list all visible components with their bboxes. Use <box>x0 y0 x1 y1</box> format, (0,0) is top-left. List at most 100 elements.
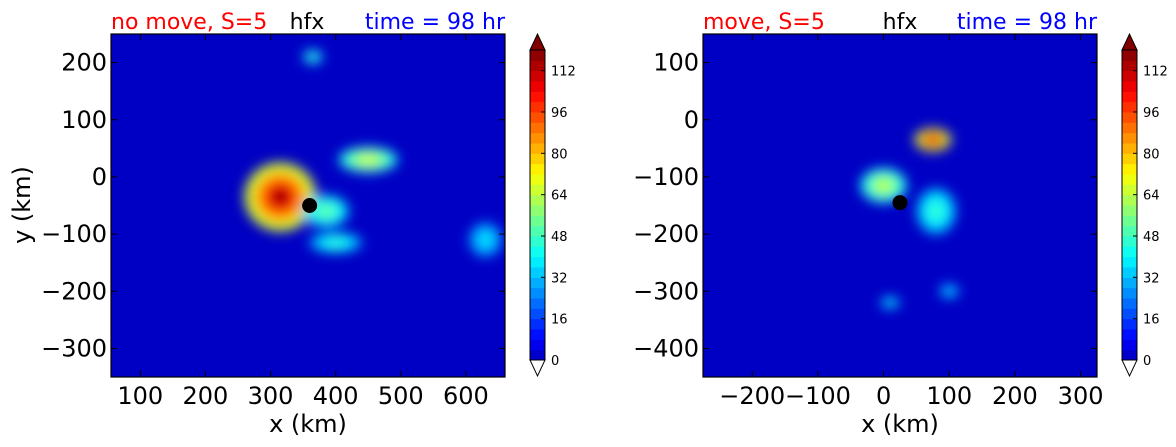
flux-feature <box>329 240 343 246</box>
colorbar-tick-label: 80 <box>1143 147 1160 162</box>
colorbar-level <box>1122 50 1137 61</box>
colorbar-tick-label: 48 <box>551 230 568 245</box>
colorbar-level <box>1122 70 1137 82</box>
x-tick-label: 600 <box>443 382 489 410</box>
colorbar-level <box>530 339 545 351</box>
colorbar-level <box>1122 339 1137 351</box>
colorbar-level <box>530 246 545 258</box>
colorbar-level <box>1122 81 1137 92</box>
colorbar-level <box>1122 318 1137 330</box>
x-tick-label: −200 <box>719 382 785 410</box>
colorbar-left: 0 16 32 48 64 80 96 112 <box>529 32 576 378</box>
colorbar-tick-label: 80 <box>551 147 568 162</box>
flux-feature <box>887 301 893 305</box>
y-tick-label: 0 <box>684 106 699 134</box>
colorbar-level <box>530 101 545 113</box>
colorbar-right: 0 16 32 48 64 80 96 112 <box>1121 32 1168 378</box>
colorbar-level <box>530 318 545 330</box>
panel-title-right: time = 98 hr <box>365 10 506 35</box>
colorbar-level <box>530 225 545 237</box>
y-tick-label: −300 <box>41 334 107 362</box>
colorbar-level <box>1122 308 1137 320</box>
x-tick-label: 200 <box>992 382 1038 410</box>
colorbar-level <box>530 81 545 92</box>
x-tick-label: 500 <box>378 382 424 410</box>
colorbar-level <box>1122 60 1137 72</box>
y-tick-label: −300 <box>633 277 699 305</box>
panel-title-right: time = 98 hr <box>957 10 1098 35</box>
flux-feature <box>271 188 290 206</box>
colorbar-tick-label: 32 <box>1143 271 1160 286</box>
y-tick-label: 100 <box>653 49 699 77</box>
colorbar-level <box>1122 143 1137 154</box>
plot-frame <box>702 33 1098 378</box>
colorbar-frame <box>1121 49 1138 361</box>
colorbar-level <box>530 143 545 154</box>
x-axis-label: x (km) <box>861 410 939 438</box>
flux-feature <box>931 205 942 217</box>
colorbar-tick-label: 96 <box>1143 106 1160 121</box>
contour-plot-no-move: 100 200 300 400 500 600 200 100 0 −100 −200 −300 <box>41 33 506 410</box>
colorbar-level <box>1122 122 1137 134</box>
colorbar-level <box>1122 215 1137 227</box>
flux-feature <box>310 55 316 59</box>
colorbar-level <box>530 267 545 278</box>
colorbar-level <box>530 60 545 72</box>
colorbar-level <box>530 308 545 320</box>
colorbar-level <box>530 184 545 196</box>
flux-feature <box>320 207 332 216</box>
colorbar-level <box>1122 329 1137 340</box>
colorbar-level <box>530 256 545 268</box>
x-tick-label: 400 <box>313 382 359 410</box>
flux-feature <box>946 289 952 293</box>
colorbar-level <box>530 174 545 185</box>
panel-title-center: hfx <box>290 10 325 35</box>
y-tick-label: 100 <box>61 106 107 134</box>
colorbar-level <box>1122 225 1137 237</box>
y-tick-label: 0 <box>92 163 107 191</box>
colorbar-level <box>530 277 545 289</box>
left-panel: no move, S=5 hfx time = 98 hr 100 200 300 4… <box>8 10 576 438</box>
colorbar-level <box>1122 91 1137 103</box>
colorbar-level <box>1122 112 1137 123</box>
y-tick-label: −100 <box>41 220 107 248</box>
colorbar-level <box>530 70 545 82</box>
panel-title-center: hfx <box>883 10 918 35</box>
colorbar-level <box>1122 267 1137 278</box>
colorbar-level <box>530 194 545 206</box>
colorbar-extend-min <box>1121 359 1138 378</box>
colorbar-level <box>1122 298 1137 309</box>
x-axis-label: x (km) <box>269 410 347 438</box>
colorbar-level <box>1122 163 1137 175</box>
colorbar-level <box>530 91 545 103</box>
colorbar-level <box>1122 246 1137 258</box>
x-tick-label: 300 <box>1058 382 1104 410</box>
colorbar-extend-min <box>529 359 546 378</box>
x-tick-label: 100 <box>117 382 163 410</box>
y-tick-label: −200 <box>633 220 699 248</box>
colorbar-level <box>1122 184 1137 196</box>
colorbar-tick-label: 64 <box>551 189 568 204</box>
colorbar-level <box>1122 194 1137 206</box>
colorbar-level <box>1122 132 1137 144</box>
colorbar-level <box>1122 174 1137 185</box>
colorbar-tick-label: 64 <box>1143 189 1160 204</box>
x-tick-label: 0 <box>876 382 891 410</box>
x-tick-label: 100 <box>926 382 972 410</box>
panel-title-left: move, S=5 <box>703 10 825 35</box>
colorbar-level <box>1122 205 1137 216</box>
storm-center-marker <box>892 195 908 211</box>
colorbar-level <box>530 112 545 123</box>
colorbar-level <box>530 329 545 340</box>
y-tick-label: 200 <box>61 49 107 77</box>
colorbar-extend-max <box>529 32 546 51</box>
x-tick-label: 300 <box>248 382 294 410</box>
colorbar-level <box>530 122 545 134</box>
colorbar-tick-label: 0 <box>1143 354 1151 369</box>
storm-center-marker <box>302 198 318 213</box>
y-tick-label: −100 <box>633 163 699 191</box>
colorbar-level <box>530 50 545 61</box>
colorbar-tick-label: 112 <box>551 65 576 80</box>
colorbar-level <box>530 349 545 361</box>
